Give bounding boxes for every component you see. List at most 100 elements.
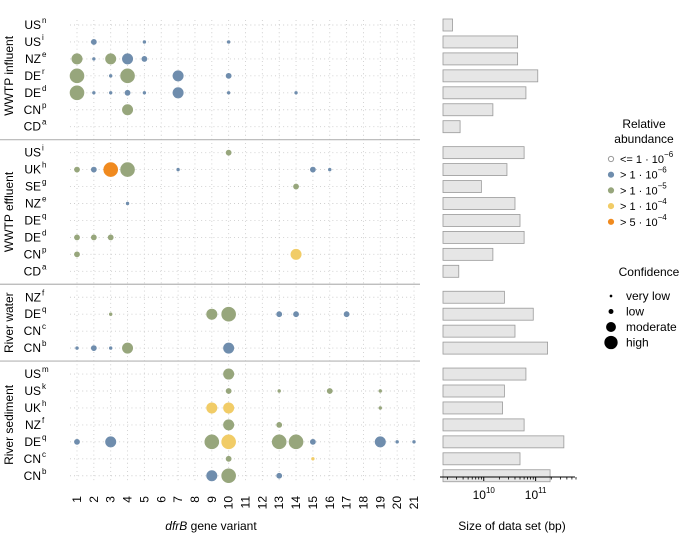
- abundance-point: [204, 434, 220, 450]
- abundance-point: [122, 53, 134, 65]
- abundance-point: [277, 389, 281, 393]
- abundance-point: [90, 345, 97, 351]
- abundance-point: [221, 468, 236, 484]
- abundance-point: [108, 91, 113, 95]
- abundance-point: [374, 436, 386, 448]
- dataset-size-bar: [442, 307, 534, 321]
- row-label: CN: [24, 469, 41, 483]
- row-label-superscript: r: [42, 67, 45, 76]
- abundance-point: [271, 434, 287, 450]
- dataset-size-bar: [442, 324, 516, 338]
- row-label-superscript: c: [42, 450, 46, 459]
- x-axis-label: dfrB gene variant: [165, 519, 257, 533]
- row-label: US: [24, 367, 41, 381]
- row-labels: US nUS iNZ eDE rDE dCN pCD aUS iUK hSE gNZ eDE qDE dC…: [24, 16, 49, 483]
- dataset-size-bar: [442, 290, 505, 304]
- row-label: CN: [24, 341, 41, 355]
- x-tick-label: 20: [390, 496, 404, 510]
- x-tick-label: 7: [171, 496, 185, 503]
- row-label-superscript: d: [42, 228, 46, 237]
- legend-abundance-exponent: −6: [664, 150, 674, 159]
- legend-abundance-label: > 1 · 10−6: [620, 166, 667, 182]
- grid-dots: [70, 20, 415, 481]
- row-label: NZ: [25, 290, 41, 304]
- legend-abundance-swatch: [607, 171, 615, 178]
- abundance-point: [276, 421, 283, 428]
- row-label: CD: [24, 264, 42, 278]
- abundance-point: [378, 389, 382, 393]
- abundance-point: [225, 388, 232, 394]
- bar-x-tick-exponent: 10: [486, 486, 495, 495]
- legend-abundance-swatch: [607, 155, 615, 163]
- abundance-point: [71, 53, 83, 65]
- abundance-point: [293, 311, 299, 318]
- legend-abundance-exponent: −4: [658, 213, 668, 222]
- abundance-point: [120, 68, 135, 84]
- group-label: River water: [2, 292, 16, 353]
- row-label-superscript: c: [42, 322, 46, 331]
- row-label-superscript: p: [42, 101, 47, 110]
- abundance-point: [103, 162, 118, 177]
- abundance-point: [107, 234, 114, 241]
- dataset-size-bar: [442, 52, 519, 66]
- row-label: US: [24, 35, 41, 49]
- abundance-point: [225, 149, 232, 156]
- row-label: DE: [24, 435, 41, 449]
- abundance-point: [74, 166, 80, 173]
- row-label: UK: [24, 401, 41, 415]
- bar-x-axis-label: Size of data set (bp): [458, 519, 565, 533]
- legend-abundance-title-1: Relative: [622, 117, 666, 131]
- abundance-point: [221, 306, 236, 322]
- legend-confidence-label: moderate: [626, 320, 677, 334]
- abundance-point: [311, 457, 315, 461]
- abundance-point: [176, 167, 180, 172]
- dataset-size-bar: [442, 163, 508, 177]
- legend-abundance-label: <= 1 · 10−6: [620, 150, 674, 166]
- abundance-point: [226, 91, 231, 95]
- dataset-size-bar: [442, 247, 494, 261]
- abundance-point: [141, 56, 148, 62]
- legend-confidence-swatch: [608, 309, 614, 314]
- legend-abundance-prefix: <= 1 · 10: [620, 154, 664, 166]
- legend-confidence-swatch: [609, 294, 613, 298]
- row-label: CN: [24, 452, 41, 466]
- abundance-point: [125, 201, 130, 206]
- abundance-point: [92, 91, 96, 95]
- legend-confidence-title: Confidence: [619, 265, 680, 279]
- x-tick-labels: 1 2 3 4 5 6 7 8 9 10 11 12 13 14 15 16 17 18 19 20 21: [70, 496, 421, 510]
- row-label: US: [24, 384, 41, 398]
- abundance-point: [343, 311, 350, 318]
- abundance-point: [293, 183, 299, 190]
- row-label: NZ: [25, 52, 41, 66]
- abundance-point: [172, 87, 184, 99]
- legend-confidence-swatch: [606, 322, 616, 332]
- row-label-superscript: q: [42, 305, 46, 314]
- abundance-point: [90, 234, 97, 241]
- dataset-size-bar: [442, 86, 527, 100]
- abundance-point: [108, 74, 113, 78]
- x-tick-label: 2: [87, 496, 101, 503]
- abundance-point: [378, 406, 382, 410]
- group-label: WWTP effluent: [2, 171, 16, 252]
- row-label-superscript: q: [42, 433, 46, 442]
- abundance-point: [412, 440, 416, 444]
- legend-abundance-exponent: −4: [658, 197, 668, 206]
- legend-confidence-label: high: [626, 336, 649, 350]
- x-axis-label-rest: gene variant: [187, 519, 257, 533]
- abundance-point: [225, 72, 232, 79]
- row-label-superscript: d: [42, 84, 46, 93]
- abundance-point: [206, 402, 218, 414]
- abundance-point: [74, 251, 80, 258]
- legend-abundance-swatch: [607, 187, 615, 194]
- abundance-point: [90, 166, 97, 173]
- abundance-point: [290, 248, 302, 260]
- row-label: US: [24, 146, 41, 160]
- row-label: DE: [24, 86, 41, 100]
- row-label-superscript: n: [42, 16, 46, 25]
- row-label: CN: [24, 324, 41, 338]
- dataset-size-bar: [442, 180, 482, 193]
- x-tick-label: 3: [104, 496, 118, 503]
- x-tick-label: 13: [272, 496, 286, 510]
- dataset-size-bar: [442, 367, 527, 381]
